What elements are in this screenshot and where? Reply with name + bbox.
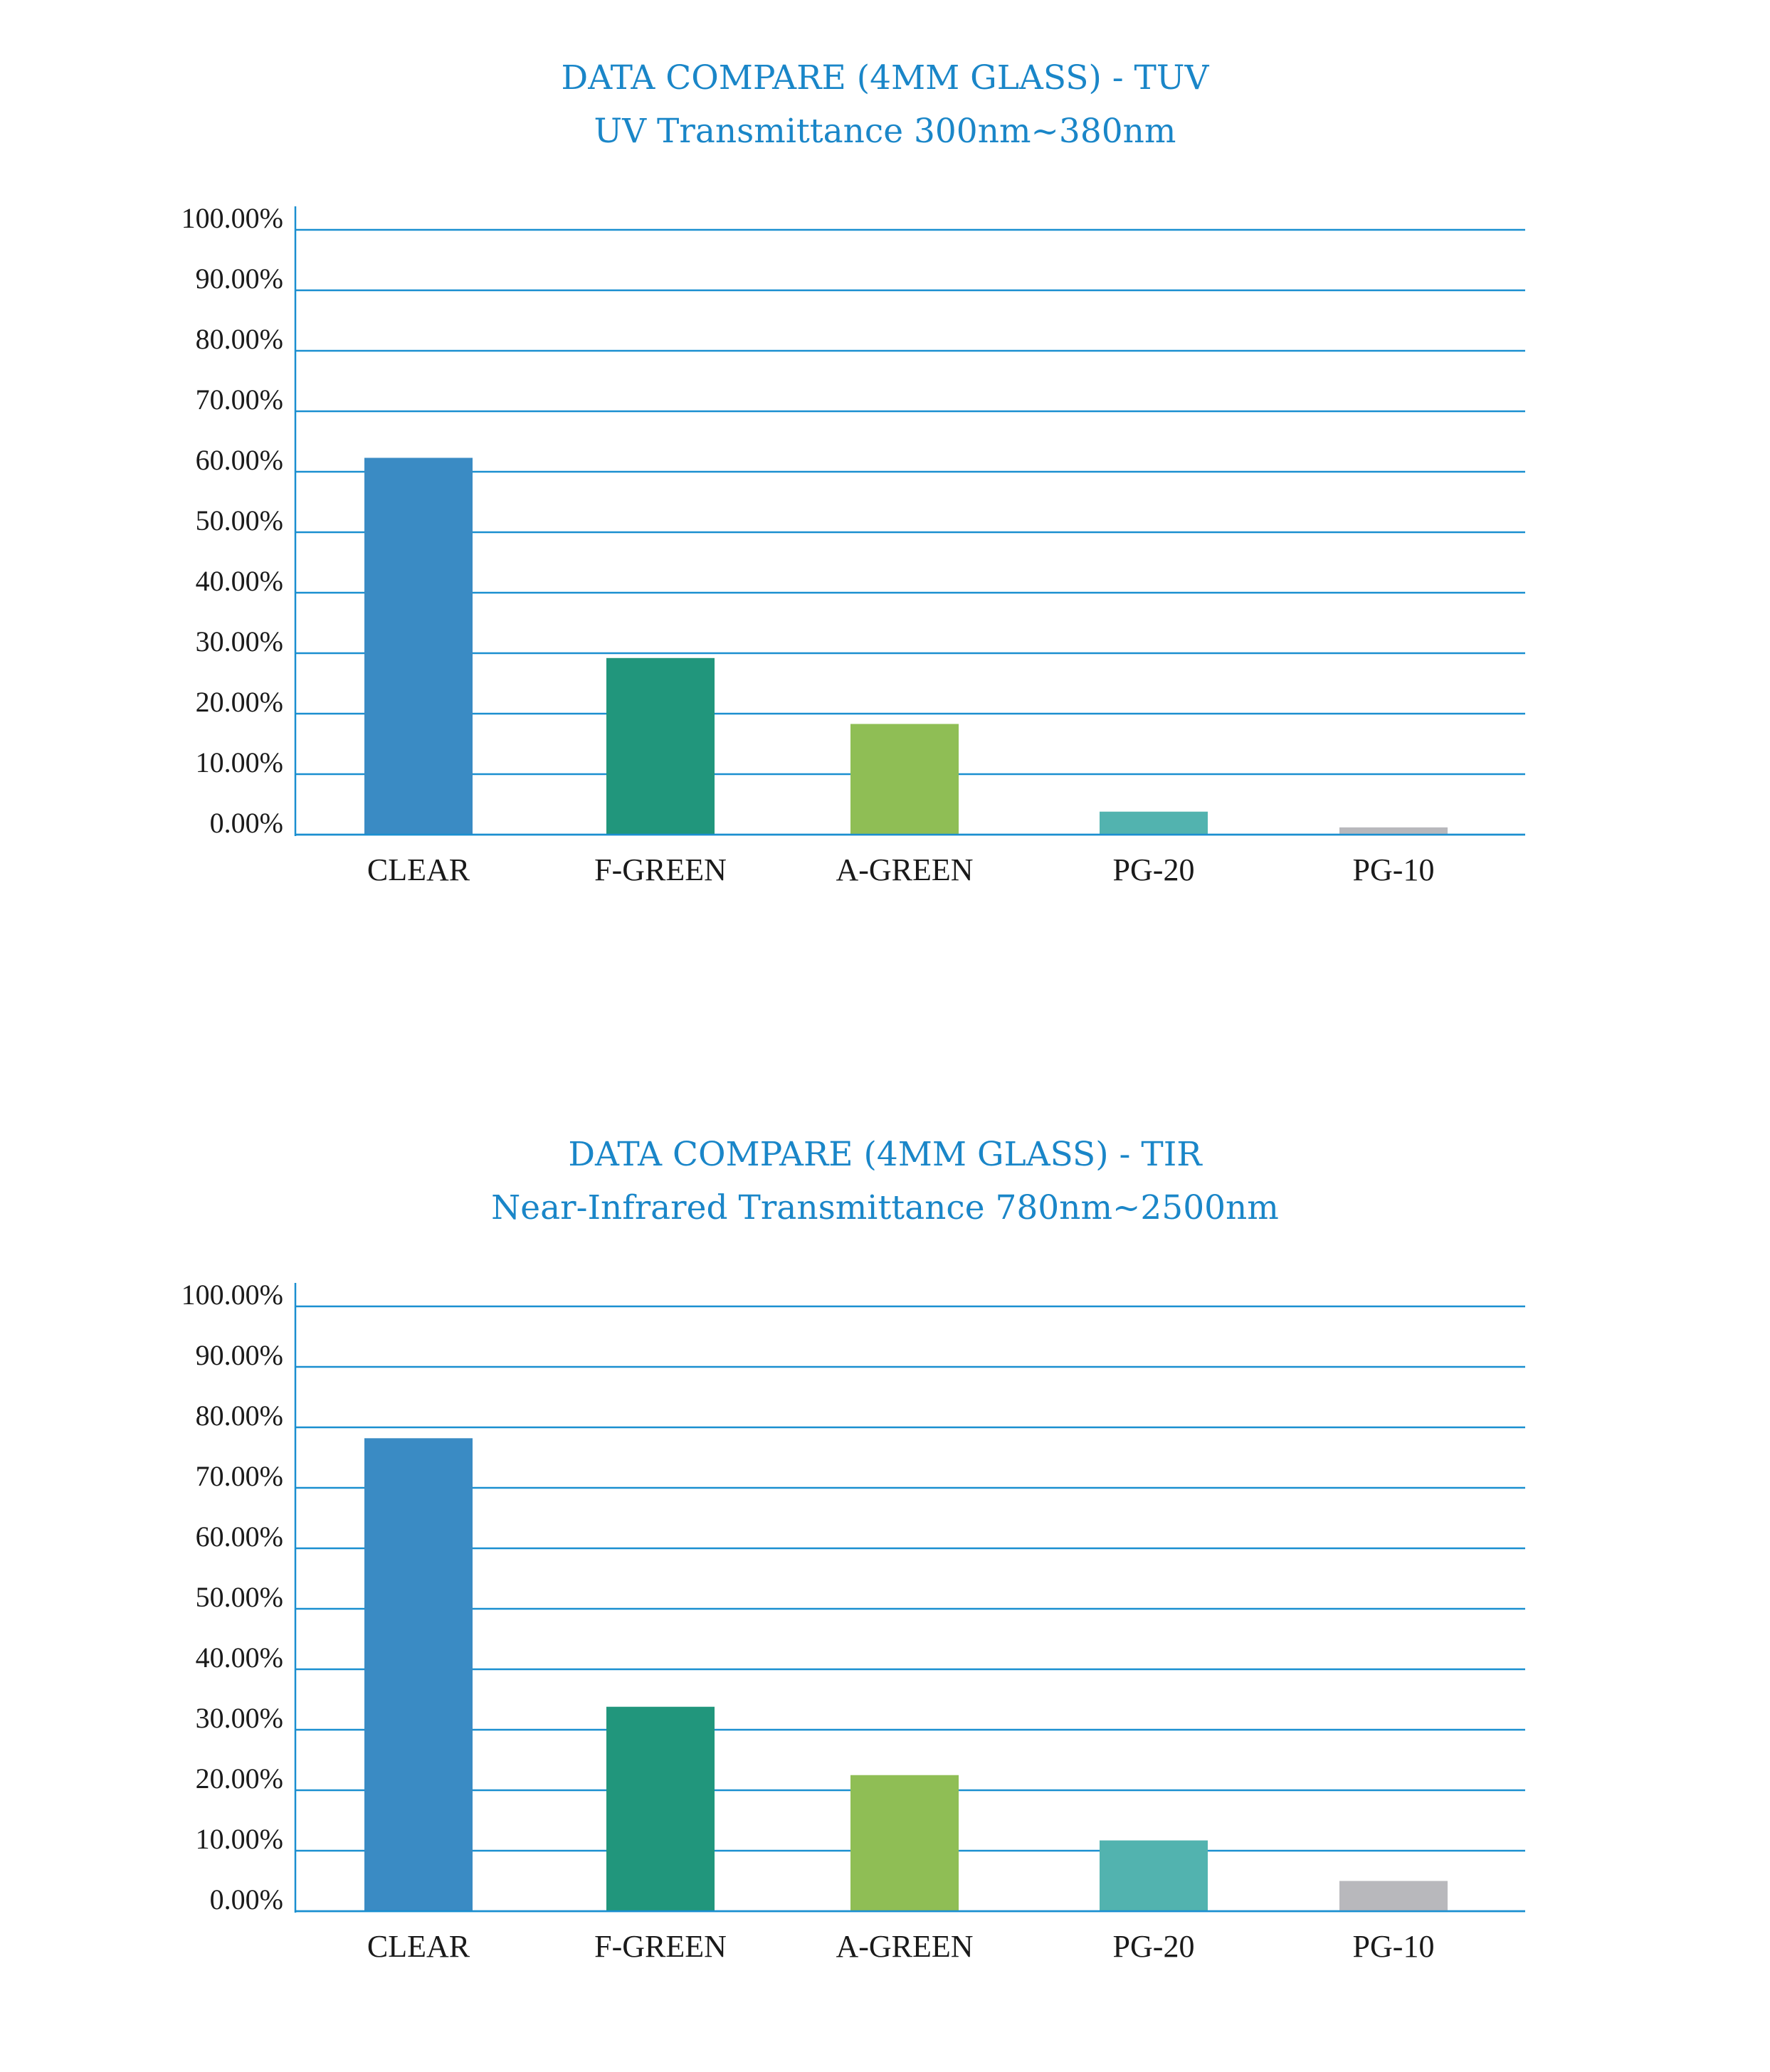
bar-a-green	[850, 724, 959, 835]
x-tick-label: PG-10	[1353, 1929, 1435, 1964]
y-tick-label: 40.00%	[196, 565, 283, 597]
x-tick-label: PG-20	[1113, 1929, 1195, 1964]
y-tick-label: 30.00%	[196, 625, 283, 657]
bar-clear	[364, 458, 473, 835]
bar-f-green	[606, 657, 715, 835]
x-tick-label: A-GREEN	[836, 852, 973, 887]
x-tick-label: PG-10	[1353, 852, 1435, 887]
y-tick-label: 20.00%	[196, 686, 283, 718]
x-tick-label: PG-20	[1113, 852, 1195, 887]
chart-tir: DATA COMPARE (4MM GLASS) - TIR Near-Infr…	[0, 1077, 1770, 1991]
x-tick-label: A-GREEN	[836, 1929, 973, 1964]
y-tick-label: 0.00%	[210, 807, 283, 839]
x-tick-label: CLEAR	[367, 852, 470, 887]
y-tick-label: 80.00%	[196, 323, 283, 355]
bar-pg-20	[1100, 1840, 1208, 1911]
bar-a-green	[850, 1775, 959, 1911]
x-tick-label: F-GREEN	[594, 1929, 727, 1964]
bar-f-green	[606, 1706, 715, 1911]
chart-title: DATA COMPARE (4MM GLASS) - TIR	[568, 1135, 1202, 1174]
x-tick-label: CLEAR	[367, 1929, 470, 1964]
y-tick-label: 80.00%	[196, 1400, 283, 1432]
x-tick-label: F-GREEN	[594, 852, 727, 887]
y-tick-label: 60.00%	[196, 1521, 283, 1553]
y-tick-label: 0.00%	[210, 1883, 283, 1915]
chart-subtitle: UV Transmittance 300nm~380nm	[594, 112, 1176, 151]
bar-pg-20	[1100, 811, 1208, 835]
bar-pg-10	[1339, 1881, 1448, 1911]
y-tick-label: 60.00%	[196, 444, 283, 476]
y-tick-label: 20.00%	[196, 1762, 283, 1794]
bar-chart-tir: 100.00% 90.00% 80.00% 70.00% 60.00% 50.00% 40.…	[181, 1279, 1525, 1964]
bar-chart-tuv: 100.00% 90.00% 80.00% 70.00% 60.00% 50.00% 40.…	[181, 202, 1525, 887]
y-tick-label: 10.00%	[196, 746, 283, 778]
bar-pg-10	[1339, 827, 1448, 835]
y-tick-label: 70.00%	[196, 384, 283, 416]
y-tick-label: 100.00%	[181, 202, 283, 234]
y-tick-label: 90.00%	[196, 1339, 283, 1371]
y-tick-label: 100.00%	[181, 1279, 283, 1311]
y-tick-label: 50.00%	[196, 1581, 283, 1613]
chart-title: DATA COMPARE (4MM GLASS) - TUV	[561, 58, 1209, 97]
chart-tuv: DATA COMPARE (4MM GLASS) - TUV UV Transm…	[0, 0, 1770, 995]
y-tick-label: 90.00%	[196, 263, 283, 295]
y-tick-label: 70.00%	[196, 1460, 283, 1492]
y-tick-label: 30.00%	[196, 1702, 283, 1734]
bar-clear	[364, 1438, 473, 1911]
y-tick-label: 10.00%	[196, 1823, 283, 1855]
y-tick-label: 50.00%	[196, 504, 283, 536]
y-tick-label: 40.00%	[196, 1642, 283, 1674]
chart-subtitle: Near-Infrared Transmittance 780nm~2500nm	[491, 1188, 1279, 1227]
